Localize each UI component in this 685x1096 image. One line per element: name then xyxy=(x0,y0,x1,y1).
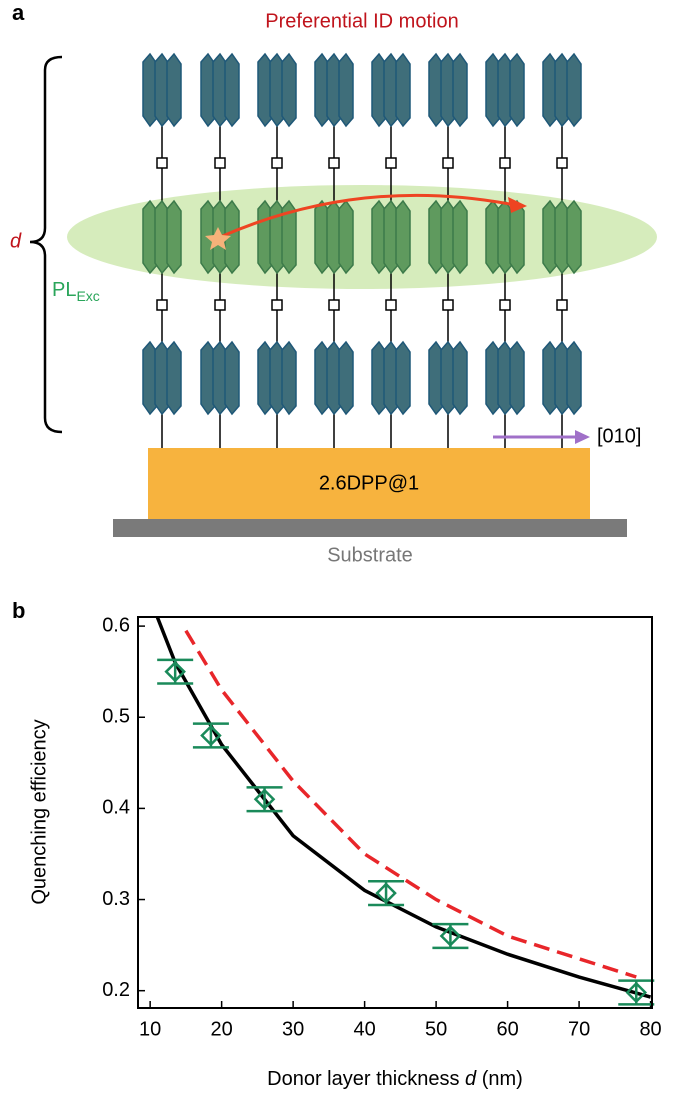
molecule-plate xyxy=(166,52,182,128)
data-point xyxy=(439,925,462,947)
molecule-plate xyxy=(509,199,525,275)
linker-node xyxy=(271,299,283,311)
linker-node xyxy=(499,157,511,169)
molecule-plate xyxy=(281,199,297,275)
x-tick-label: 60 xyxy=(496,1018,518,1040)
pl-text: PL xyxy=(52,279,76,301)
panel-label: b xyxy=(12,598,25,623)
y-axis-label: Quenching efficiency xyxy=(28,719,50,904)
x-tick-label: 10 xyxy=(139,1018,161,1040)
x-tick-label: 20 xyxy=(211,1018,233,1040)
exciton-star xyxy=(205,227,231,250)
x-label-italic: d xyxy=(465,1068,477,1090)
linker-node xyxy=(556,157,568,169)
linker-node xyxy=(385,157,397,169)
linker-node xyxy=(214,157,226,169)
linker-node xyxy=(442,299,454,311)
linker-node xyxy=(442,157,454,169)
molecule-plate xyxy=(224,52,240,128)
direction-arrowhead xyxy=(575,430,590,444)
linker-node xyxy=(499,299,511,311)
motion-arrowhead xyxy=(508,197,527,213)
y-tick-label: 0.2 xyxy=(102,979,130,1001)
linker-node xyxy=(556,299,568,311)
fit-curve xyxy=(155,617,652,999)
y-tick-label: 0.5 xyxy=(102,706,130,728)
molecule-plate xyxy=(166,340,182,416)
y-tick-label: 0.3 xyxy=(102,888,130,910)
molecule-plate xyxy=(338,199,354,275)
direction-label: [010] xyxy=(597,425,641,447)
substrate-label: Substrate xyxy=(327,544,413,566)
panel-title: Preferential ID motion xyxy=(265,10,458,32)
molecule-plate xyxy=(395,199,411,275)
data-point xyxy=(625,981,648,1004)
molecule-plate xyxy=(509,52,525,128)
molecular-stacks xyxy=(142,52,582,448)
fit-curve xyxy=(184,629,637,979)
molecule-plate xyxy=(224,340,240,416)
molecule-plate xyxy=(395,52,411,128)
panel-label: a xyxy=(12,0,25,25)
molecule-plate xyxy=(281,340,297,416)
x-tick-label: 40 xyxy=(353,1018,375,1040)
x-label-text: Donor layer thickness xyxy=(267,1068,465,1090)
molecule-plate xyxy=(566,52,582,128)
y-tick-label: 0.6 xyxy=(102,614,130,636)
linker-node xyxy=(385,299,397,311)
data-point xyxy=(375,882,397,904)
x-tick-label: 80 xyxy=(639,1018,661,1040)
molecule-plate xyxy=(509,340,525,416)
linker-node xyxy=(156,299,168,311)
molecule-plate xyxy=(281,52,297,128)
x-label-unit: (nm) xyxy=(476,1068,523,1090)
pl-label: PLExc xyxy=(52,279,100,303)
motion-arrow xyxy=(217,193,516,240)
x-axis-label: Donor layer thickness d (nm) xyxy=(267,1068,523,1090)
molecule-plate xyxy=(566,340,582,416)
x-tick-label: 30 xyxy=(282,1018,304,1040)
linker-node xyxy=(156,157,168,169)
pl-subscript: Exc xyxy=(76,288,99,304)
linker-node xyxy=(214,299,226,311)
substrate xyxy=(113,519,627,537)
linker-node xyxy=(328,299,340,311)
brace xyxy=(29,55,63,434)
molecule-plate xyxy=(395,340,411,416)
molecule-plate xyxy=(338,52,354,128)
molecule-plate xyxy=(566,199,582,275)
d-label: d xyxy=(10,230,22,252)
data-point xyxy=(164,660,186,683)
linker-node xyxy=(271,157,283,169)
molecule-plate xyxy=(224,199,240,275)
molecule-plate xyxy=(452,340,468,416)
layer xyxy=(148,448,590,519)
molecule-plate xyxy=(452,52,468,128)
molecule-plate xyxy=(338,340,354,416)
x-tick-label: 50 xyxy=(425,1018,447,1040)
data-point xyxy=(253,788,276,811)
molecule-plate xyxy=(166,199,182,275)
plot-frame xyxy=(137,616,653,1009)
linker-node xyxy=(328,157,340,169)
data-point xyxy=(200,724,222,747)
x-tick-label: 70 xyxy=(568,1018,590,1040)
molecule-plate xyxy=(452,199,468,275)
y-tick-label: 0.4 xyxy=(102,797,130,819)
layer-label: 2.6DPP@1 xyxy=(319,472,419,494)
